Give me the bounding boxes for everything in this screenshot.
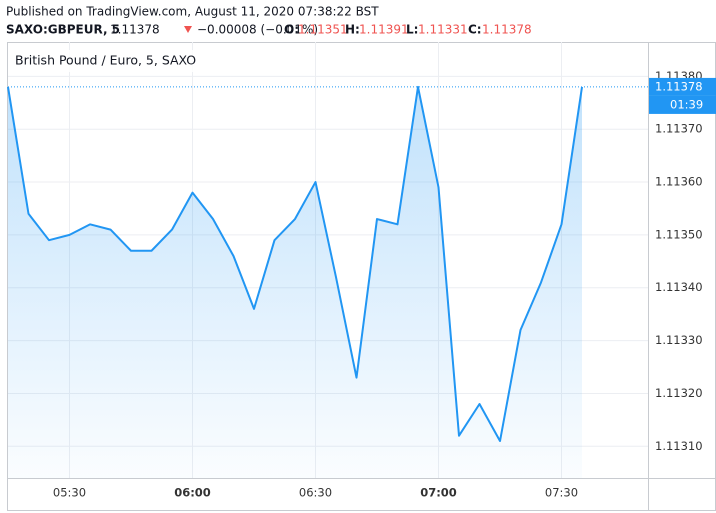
y-tick-label: 1.11360	[655, 175, 703, 189]
change: −0.00008 (−0.01%)	[197, 23, 318, 37]
last: 1.11378	[110, 23, 160, 37]
published: Published on TradingView.com, August 11,…	[6, 5, 379, 19]
down-arrow	[184, 26, 192, 33]
x-tick-label: 05:30	[53, 486, 86, 500]
x-tick-label: 07:30	[545, 486, 578, 500]
ohlc-label: O:	[284, 23, 299, 37]
y-tick-label: 1.11350	[655, 227, 703, 241]
ohlc-label: H:	[345, 23, 360, 37]
ohlc-label: L:	[406, 23, 418, 37]
y-tick-label: 1.11340	[655, 280, 703, 294]
chart-title: British Pound / Euro, 5, SAXO	[15, 53, 196, 68]
ohlc-value: 1.11391	[359, 23, 409, 37]
x-tick-label: 07:00	[420, 486, 457, 500]
y-tick-label: 1.11370	[655, 122, 703, 136]
ohlc-label: C:	[468, 23, 482, 37]
x-tick-label: 06:30	[299, 486, 332, 500]
symbol: SAXO:GBPEUR, 5	[6, 23, 120, 37]
ohlc-value: 1.11331	[418, 23, 468, 37]
y-tick-label: 1.11330	[655, 333, 703, 347]
last-price-label: 1.11378	[655, 79, 703, 93]
title-bg	[8, 50, 198, 72]
y-tick-label: 1.11310	[655, 439, 703, 453]
ohlc-value: 1.11351	[298, 23, 348, 37]
x-tick-label: 06:00	[174, 486, 211, 500]
countdown-label: 01:39	[670, 97, 703, 111]
area	[8, 86, 582, 479]
last-price-tag	[649, 77, 716, 96]
ohlc-value: 1.11378	[482, 23, 532, 37]
countdown-tag	[649, 95, 716, 114]
line	[7, 85, 583, 443]
y-tick-label: 1.11320	[655, 386, 703, 400]
